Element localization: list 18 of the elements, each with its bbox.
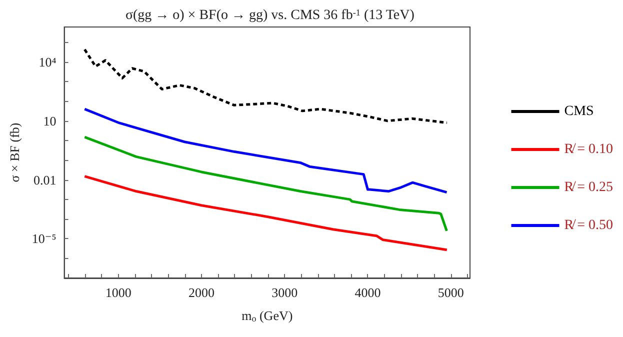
legend-label: CMS (564, 104, 594, 119)
legend-label: R̸ = 0.10 (564, 142, 613, 157)
line-series (83, 108, 448, 194)
y-axis-title: σ × BF (fb) (7, 122, 22, 182)
y-tick-label: 10⁴ (38, 54, 57, 70)
x-tick-label: 4000 (354, 285, 381, 300)
x-tick-label: 1000 (105, 285, 132, 300)
legend-label: R̸ = 0.25 (564, 180, 613, 195)
y-tick-label: 0.01 (34, 172, 56, 188)
y-tick-label: 10 (43, 113, 56, 128)
x-tick-label: 5000 (438, 285, 464, 300)
line-series (83, 136, 448, 232)
legend-label: R̸ = 0.50 (564, 218, 613, 233)
y-tick-label: 10⁻⁵ (32, 231, 56, 246)
line-series (83, 48, 448, 124)
x-tick-label: 2000 (188, 285, 214, 300)
x-tick-label: 3000 (272, 285, 298, 300)
line-series (83, 175, 448, 252)
